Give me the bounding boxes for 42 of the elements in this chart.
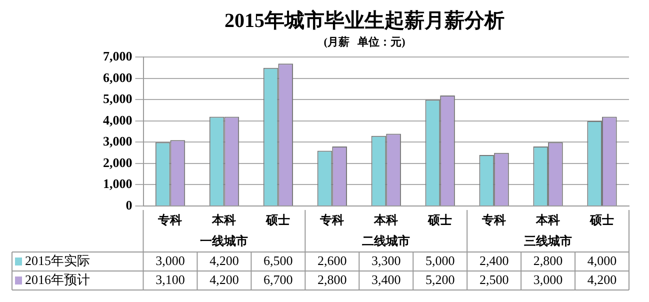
data-label: 2,600 — [318, 252, 347, 268]
x-tick-label: 本科 — [211, 213, 236, 228]
chart-subtitle: (月薪 单位：元) — [324, 35, 406, 48]
x-tick-label: 本科 — [535, 213, 560, 228]
y-tick-label: 1,000 — [103, 176, 132, 192]
data-label: 3,000 — [156, 252, 185, 268]
text: 三线城市 — [524, 234, 572, 248]
data-label: 6,500 — [264, 252, 293, 268]
y-tick-label: 2,000 — [103, 154, 132, 170]
data-label: 6,700 — [264, 272, 293, 287]
data-label: 2,500 — [479, 272, 509, 287]
y-tick-label: 0 — [126, 197, 132, 212]
data-label: 3,100 — [156, 272, 185, 287]
x-tick-label: 硕士 — [427, 213, 452, 228]
data-label: 4,200 — [210, 252, 239, 268]
data-label: 2,400 — [479, 252, 509, 268]
data-label: 3,300 — [372, 252, 401, 268]
data-label: 5,200 — [425, 272, 455, 287]
data-label: 2,800 — [318, 272, 347, 287]
x-tick-label: 硕士 — [265, 213, 290, 228]
data-label: 4,200 — [587, 272, 617, 287]
y-tick-label: 3,000 — [103, 134, 132, 149]
y-tick-label: 6,000 — [103, 70, 132, 85]
legend-label: 2016年预计 — [25, 272, 90, 287]
y-tick-label: 4,000 — [103, 112, 132, 128]
data-label: 3,400 — [372, 272, 401, 287]
data-label: 4,200 — [210, 272, 239, 287]
x-tick-label: 硕士 — [589, 213, 614, 228]
data-label: 5,000 — [425, 252, 455, 268]
data-label: 2,800 — [533, 252, 563, 268]
text: 二线城市 — [362, 234, 410, 248]
y-tick-label: 5,000 — [103, 91, 132, 106]
x-tick-label: 专科 — [319, 213, 344, 228]
x-tick-label: 专科 — [157, 213, 182, 228]
y-tick-label: 7,000 — [103, 48, 132, 64]
data-label: 3,000 — [533, 272, 563, 287]
data-label: 4,000 — [587, 252, 617, 268]
x-tick-label: 本科 — [373, 213, 398, 228]
chart-title: 2015年城市毕业生起薪月薪分析 — [224, 9, 504, 32]
x-tick-label: 专科 — [481, 213, 506, 228]
text: 一线城市 — [200, 234, 248, 248]
legend-label: 2015年实际 — [25, 252, 90, 268]
